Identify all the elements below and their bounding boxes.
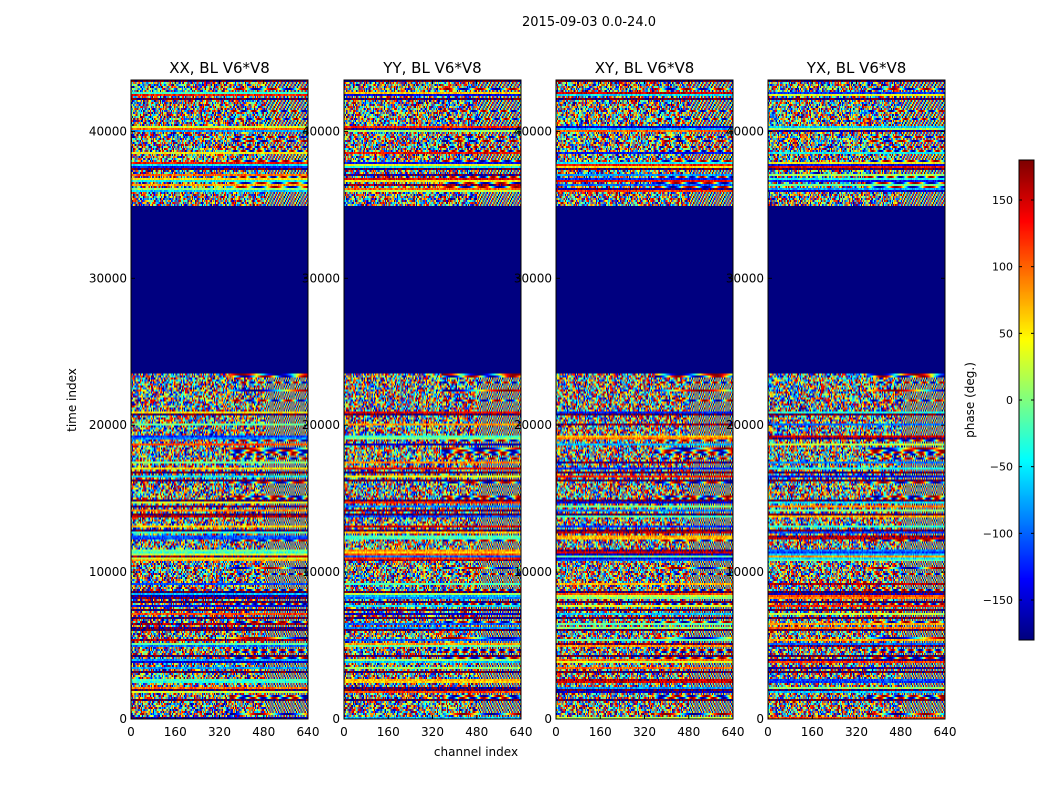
y-tick-label: 40000 xyxy=(89,124,127,138)
phase-heatmap-xy xyxy=(556,80,733,719)
y-tick-label: 0 xyxy=(544,712,552,726)
x-tick-label: 0 xyxy=(127,725,135,739)
x-tick-label: 480 xyxy=(677,725,700,739)
x-tick-label: 160 xyxy=(164,725,187,739)
x-tick-label: 640 xyxy=(934,725,957,739)
x-tick-label: 640 xyxy=(297,725,320,739)
x-tick-label: 320 xyxy=(633,725,656,739)
y-tick-label: 20000 xyxy=(89,418,127,432)
panel-title: YY, BL V6*V8 xyxy=(382,59,481,77)
y-tick-label: 20000 xyxy=(726,418,764,432)
x-tick-label: 320 xyxy=(208,725,231,739)
colorbar-gradient xyxy=(1019,160,1034,640)
colorbar: 150 100 50 0 −50 −100 −150 xyxy=(983,159,1035,641)
y-tick-label: 0 xyxy=(756,712,764,726)
colorbar-tick-label: 50 xyxy=(999,327,1013,340)
y-axis-label: time index xyxy=(65,368,79,432)
x-tick-label: 0 xyxy=(552,725,560,739)
y-tick-label: 0 xyxy=(119,712,127,726)
colorbar-tick-label: 100 xyxy=(992,261,1013,274)
phase-heatmap-xx xyxy=(131,80,308,719)
colorbar-tick-label: 150 xyxy=(992,194,1013,207)
y-tick-label: 10000 xyxy=(514,565,552,579)
y-tick-label: 30000 xyxy=(302,271,340,285)
x-tick-label: 640 xyxy=(510,725,533,739)
x-tick-label: 480 xyxy=(889,725,912,739)
colorbar-tick-label: −100 xyxy=(983,527,1013,540)
x-tick-label: 480 xyxy=(465,725,488,739)
x-tick-label: 160 xyxy=(589,725,612,739)
x-tick-label: 320 xyxy=(421,725,444,739)
colorbar-label: phase (deg.) xyxy=(963,362,977,438)
panel-xx: XX, BL V6*V8 0 160 320 480 640 0 10000 20000 3000… xyxy=(89,59,320,739)
y-tick-label: 30000 xyxy=(514,271,552,285)
colorbar-tick-label: −150 xyxy=(983,594,1013,607)
x-tick-label: 160 xyxy=(801,725,824,739)
y-tick-label: 40000 xyxy=(302,124,340,138)
panel-yy: YY, BL V6*V8 0 160 320 480 640 0 10000 20000 3000… xyxy=(302,59,533,739)
colorbar-tick-label: 0 xyxy=(1006,394,1013,407)
phase-heatmap-yx xyxy=(768,80,945,719)
x-axis-label: channel index xyxy=(434,745,518,759)
x-tick-label: 0 xyxy=(340,725,348,739)
y-tick-label: 40000 xyxy=(726,124,764,138)
x-tick-label: 160 xyxy=(377,725,400,739)
y-tick-label: 0 xyxy=(332,712,340,726)
x-tick-label: 0 xyxy=(764,725,772,739)
phase-heatmap-yy xyxy=(344,80,521,719)
y-tick-label: 20000 xyxy=(302,418,340,432)
panel-title: XY, BL V6*V8 xyxy=(595,59,695,77)
x-tick-label: 640 xyxy=(722,725,745,739)
panel-title: YX, BL V6*V8 xyxy=(806,59,907,77)
colorbar-tick-label: −50 xyxy=(990,461,1013,474)
x-tick-label: 480 xyxy=(252,725,275,739)
y-tick-label: 10000 xyxy=(726,565,764,579)
y-tick-label: 30000 xyxy=(89,271,127,285)
panels: XX, BL V6*V8 0 160 320 480 640 0 10000 20000 3000… xyxy=(89,59,957,739)
panel-yx: YX, BL V6*V8 0 160 320 480 640 0 10000 20000 3000… xyxy=(726,59,957,739)
y-tick-label: 40000 xyxy=(514,124,552,138)
panel-xy: XY, BL V6*V8 0 160 320 480 640 0 10000 20000 3000… xyxy=(514,59,745,739)
y-tick-label: 30000 xyxy=(726,271,764,285)
y-tick-label: 20000 xyxy=(514,418,552,432)
figure-title: 2015-09-03 0.0-24.0 xyxy=(522,15,656,30)
x-tick-label: 320 xyxy=(845,725,868,739)
y-tick-label: 10000 xyxy=(89,565,127,579)
panel-title: XX, BL V6*V8 xyxy=(169,59,270,77)
y-tick-label: 10000 xyxy=(302,565,340,579)
